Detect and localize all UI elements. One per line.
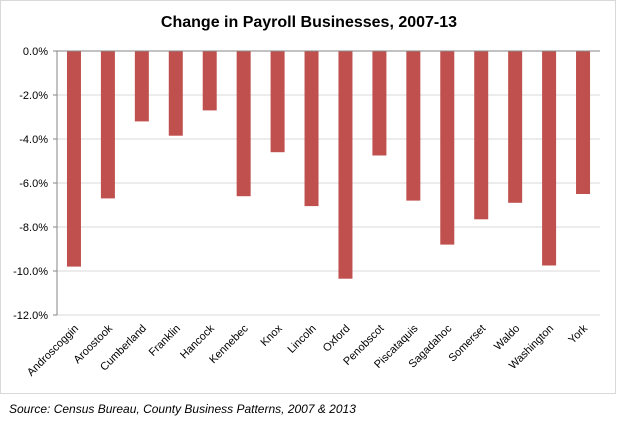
bar (202, 51, 217, 111)
bar (440, 51, 455, 245)
bar (168, 51, 183, 136)
bar (338, 51, 353, 279)
bar (100, 51, 115, 199)
bar (508, 51, 523, 203)
bar (474, 51, 489, 220)
y-tick-label: 0.0% (23, 46, 48, 58)
source-note: Source: Census Bureau, County Business P… (9, 402, 356, 416)
x-category-labels: AndroscogginAroostookCumberlandFranklinH… (25, 322, 590, 378)
y-tick-labels: 0.0% -2.0% -4.0% -6.0% -8.0% -10.0% -12.0% (13, 46, 48, 322)
bar (542, 51, 557, 266)
bar (576, 51, 591, 194)
bar (236, 51, 251, 197)
x-category-label: Waldo (492, 323, 522, 353)
y-tick-label: -4.0% (19, 134, 48, 146)
bar (372, 51, 387, 156)
bar (134, 51, 149, 122)
bar (66, 51, 81, 267)
bar (406, 51, 421, 201)
x-category-label: Knox (258, 322, 285, 349)
x-category-label: Androscoggin (25, 323, 81, 379)
bar (304, 51, 319, 207)
x-category-label: Oxford (321, 323, 353, 355)
x-category-label: Somerset (447, 323, 489, 365)
chart-title: Change in Payroll Businesses, 2007-13 (161, 14, 457, 31)
y-tick-label: -10.0% (13, 266, 48, 278)
x-category-label: York (566, 322, 590, 346)
x-category-label: Lincoln (286, 323, 319, 356)
chart-svg: Change in Payroll Businesses, 2007-13 0.… (13, 14, 600, 379)
bar (270, 51, 285, 153)
axes (53, 50, 600, 316)
y-tick-label: -12.0% (13, 310, 48, 322)
y-tick-label: -8.0% (19, 222, 48, 234)
y-tick-label: -6.0% (19, 178, 48, 190)
y-tick-label: -2.0% (19, 90, 48, 102)
bars (66, 51, 591, 279)
